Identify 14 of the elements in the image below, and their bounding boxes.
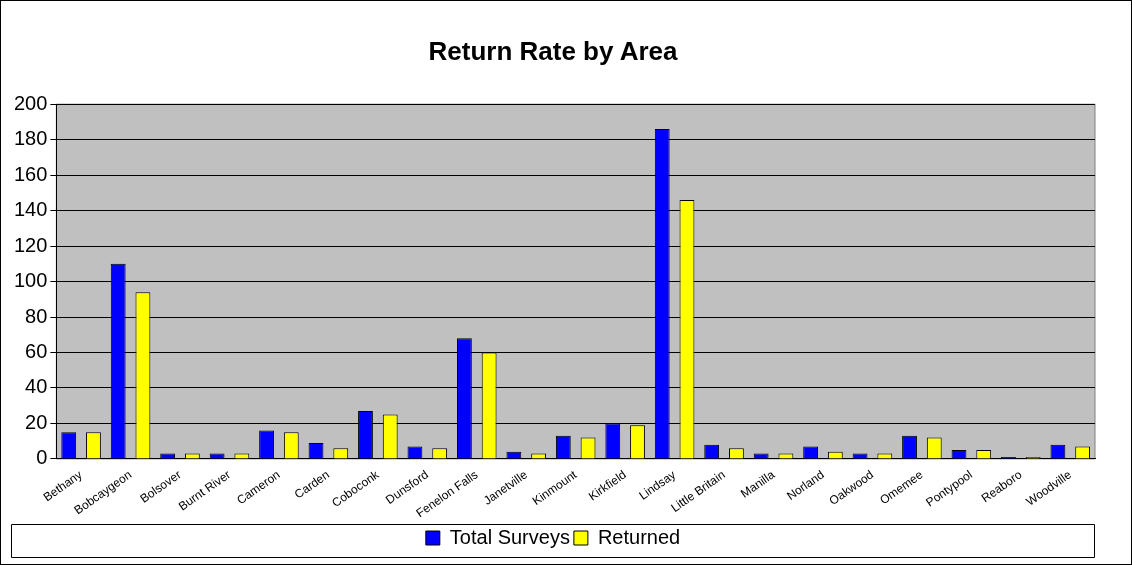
y-tick-label: 160 bbox=[13, 162, 48, 185]
y-tick-label: 120 bbox=[13, 233, 48, 256]
y-tick-label: 0 bbox=[36, 446, 48, 469]
y-tick-label: 200 bbox=[13, 91, 48, 114]
y-tick-label: 20 bbox=[25, 410, 48, 433]
y-tick-label: 140 bbox=[13, 198, 48, 221]
y-tick-label: 60 bbox=[25, 340, 48, 362]
y-tick-label: 80 bbox=[25, 304, 48, 327]
y-tick-label: 40 bbox=[25, 375, 48, 398]
legend-label: Returned bbox=[597, 525, 681, 548]
y-tick-label: 100 bbox=[13, 269, 48, 292]
legend-label: Total Surveys bbox=[449, 525, 570, 548]
y-tick-label: 180 bbox=[13, 127, 48, 150]
chart-title: Return Rate by Area bbox=[428, 35, 679, 66]
